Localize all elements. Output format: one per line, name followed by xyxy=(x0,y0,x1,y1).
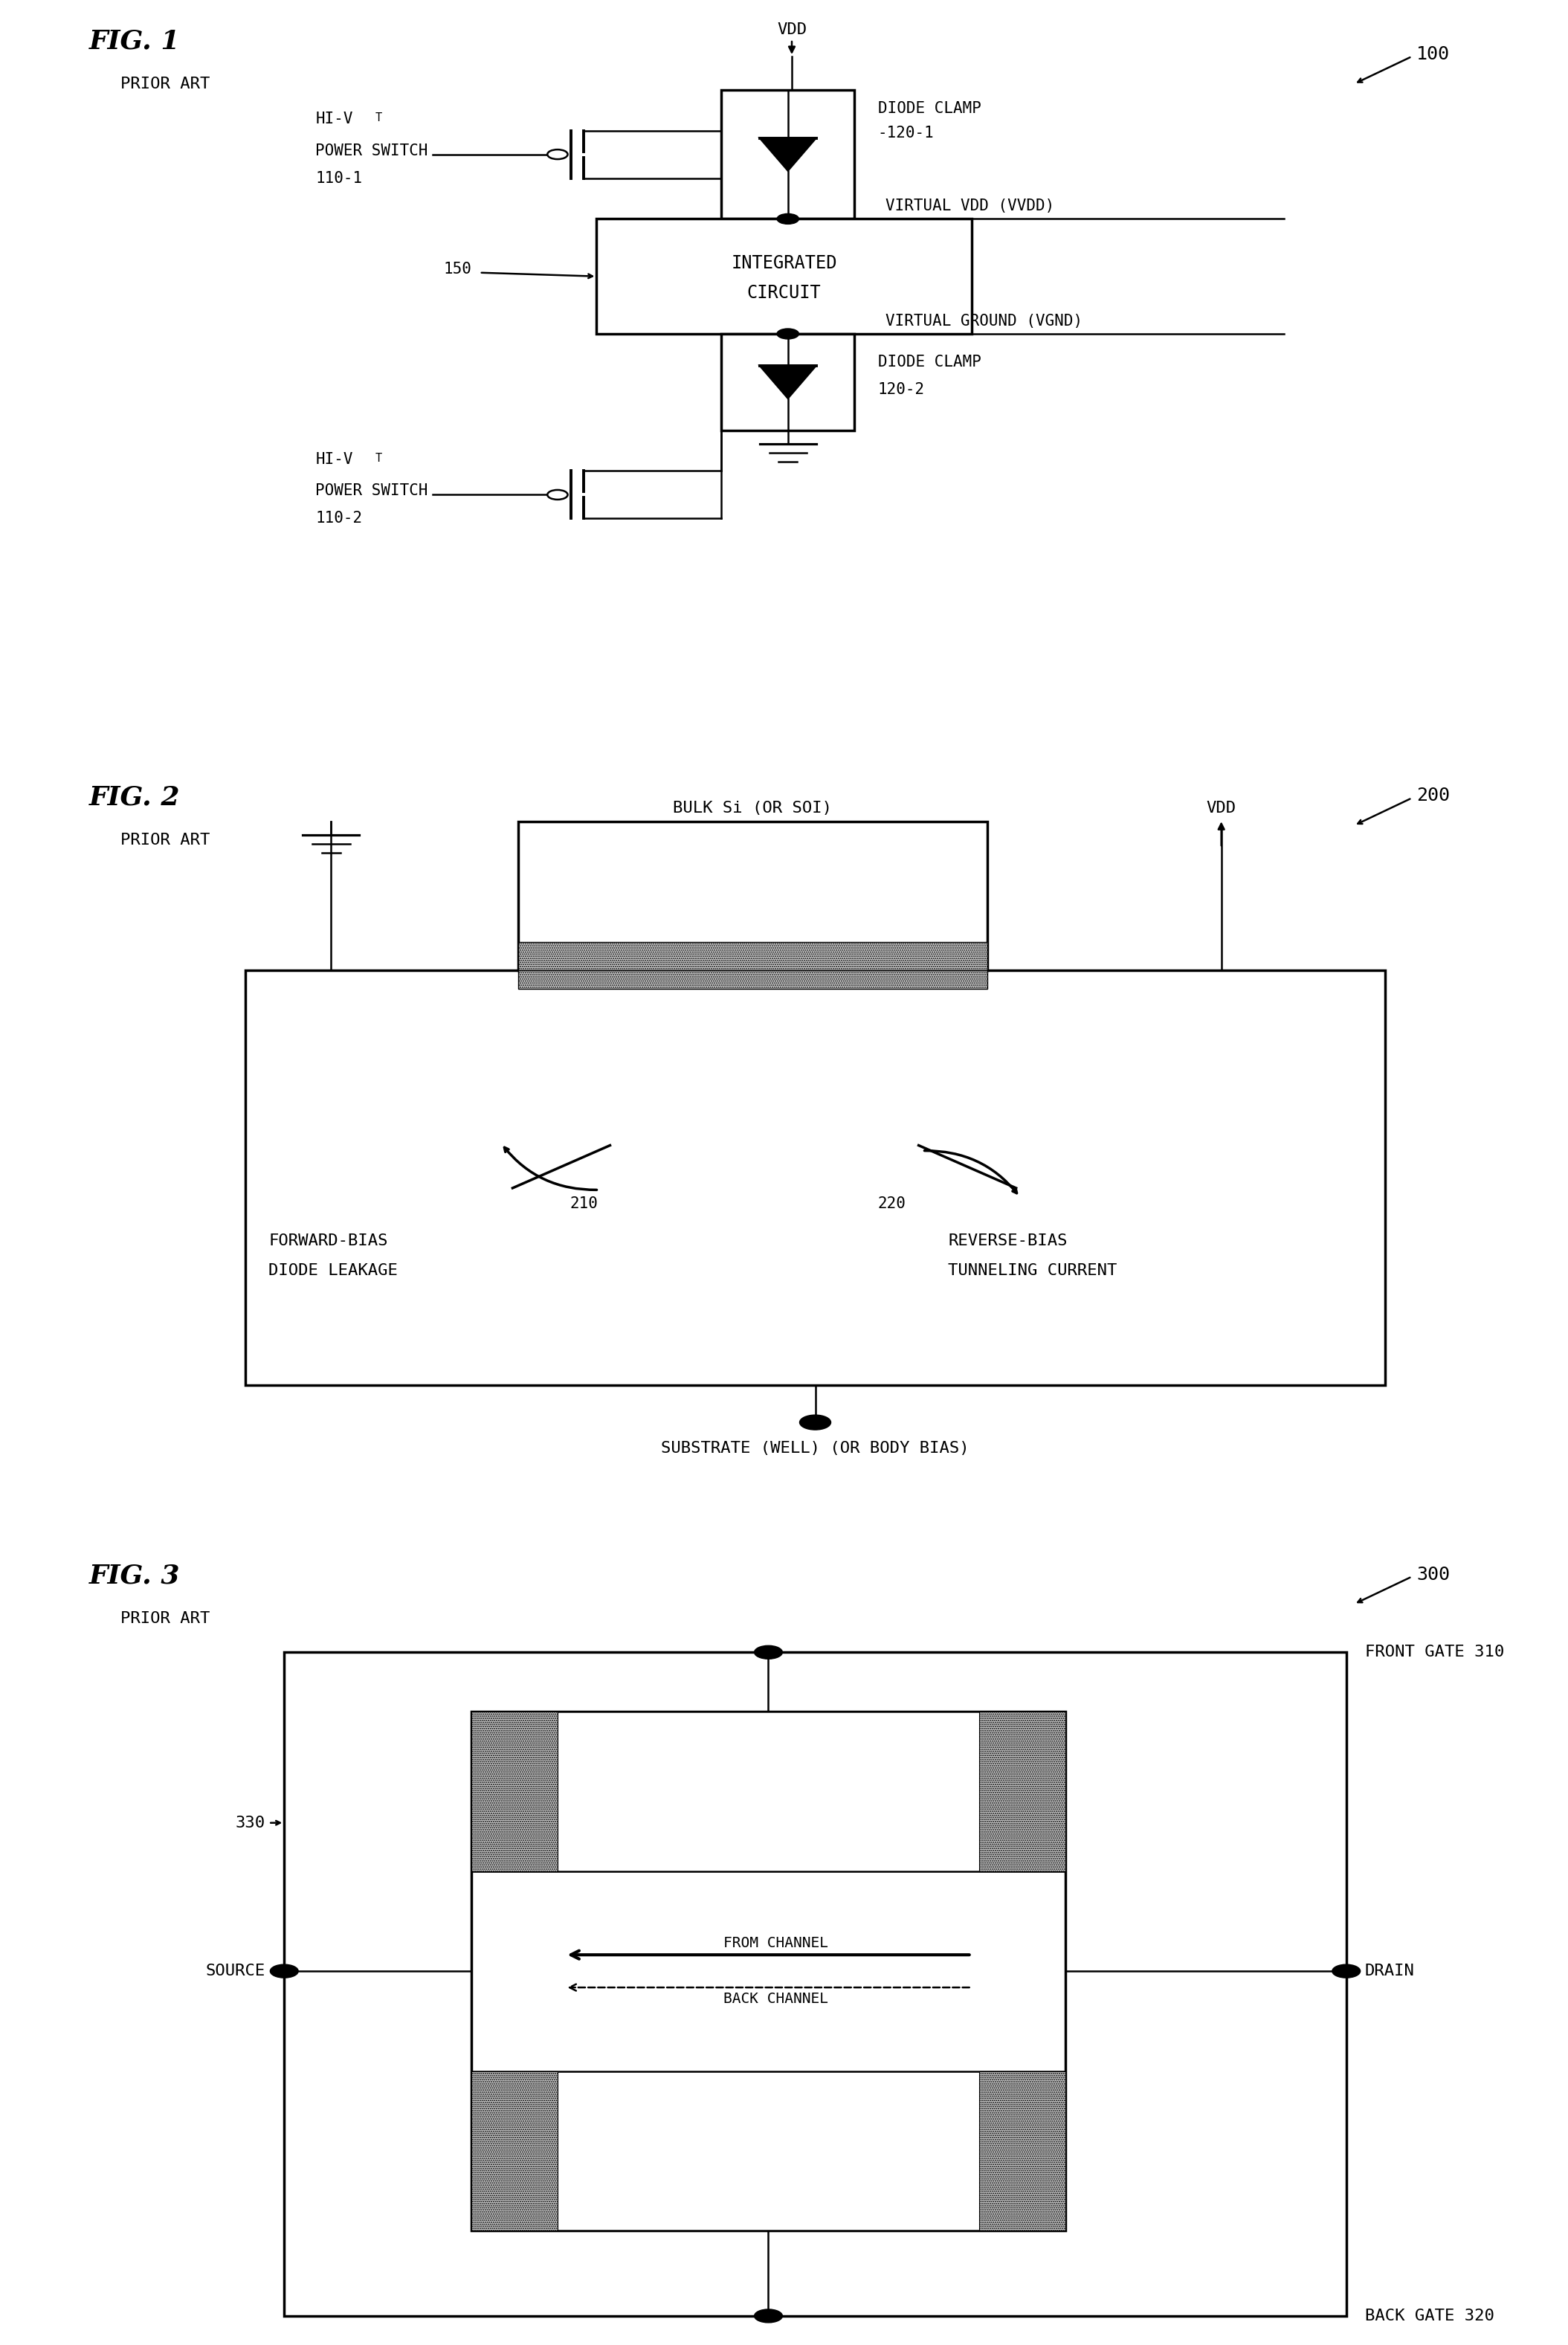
Text: SOURCE: SOURCE xyxy=(205,1963,265,1979)
Text: DRAIN: DRAIN xyxy=(1366,1963,1414,1979)
Text: BACK CHANNEL: BACK CHANNEL xyxy=(724,1991,828,2005)
Text: FRONT GATE 310: FRONT GATE 310 xyxy=(1366,1644,1504,1660)
Text: PRIOR ART: PRIOR ART xyxy=(121,1611,210,1627)
Circle shape xyxy=(547,150,568,159)
Text: FIG. 1: FIG. 1 xyxy=(89,28,180,54)
Text: FROM CHANNEL: FROM CHANNEL xyxy=(724,1937,828,1951)
Text: DIODE LEAKAGE: DIODE LEAKAGE xyxy=(268,1264,398,1278)
Bar xyxy=(284,1653,1347,2317)
Circle shape xyxy=(754,2310,782,2322)
Bar xyxy=(519,943,986,971)
Text: 110-2: 110-2 xyxy=(315,511,362,525)
Circle shape xyxy=(778,328,798,340)
Bar xyxy=(472,1712,558,1871)
Text: 300: 300 xyxy=(1416,1566,1450,1583)
Text: VDD: VDD xyxy=(1206,802,1236,816)
Text: 100: 100 xyxy=(1416,45,1450,63)
Text: POWER SWITCH: POWER SWITCH xyxy=(315,143,428,157)
Text: INTEGRATED: INTEGRATED xyxy=(731,253,837,272)
Polygon shape xyxy=(760,366,815,399)
Text: n+ POLY: n+ POLY xyxy=(731,1782,806,1801)
Text: 330: 330 xyxy=(235,1815,265,1829)
Circle shape xyxy=(547,490,568,499)
Text: 210: 210 xyxy=(571,1196,599,1210)
Circle shape xyxy=(778,213,798,225)
Bar xyxy=(721,89,855,218)
Circle shape xyxy=(754,1646,782,1658)
Text: PRIOR ART: PRIOR ART xyxy=(121,77,210,91)
Text: 110-1: 110-1 xyxy=(315,171,362,185)
Text: 120-2: 120-2 xyxy=(878,382,925,396)
Text: 200: 200 xyxy=(1416,788,1450,804)
Bar xyxy=(519,821,986,971)
Bar xyxy=(472,1712,1065,1871)
Circle shape xyxy=(1333,1965,1361,1977)
Text: T: T xyxy=(375,113,381,124)
Text: BULK Si (OR SOI): BULK Si (OR SOI) xyxy=(673,802,833,816)
Text: TUNNELING CURRENT: TUNNELING CURRENT xyxy=(949,1264,1116,1278)
Text: SUBSTRATE (WELL) (OR BODY BIAS): SUBSTRATE (WELL) (OR BODY BIAS) xyxy=(662,1440,969,1456)
Text: T: T xyxy=(375,453,381,464)
Text: BACK GATE 320: BACK GATE 320 xyxy=(1366,2307,1494,2324)
Bar xyxy=(596,218,972,333)
Polygon shape xyxy=(760,138,815,171)
Text: VDD: VDD xyxy=(776,23,806,38)
Bar xyxy=(472,2071,1065,2230)
Bar xyxy=(721,333,855,429)
Text: PRIOR ART: PRIOR ART xyxy=(121,832,210,849)
Text: FIG. 2: FIG. 2 xyxy=(89,786,180,809)
Text: p+ POLY: p+ POLY xyxy=(731,2141,806,2160)
Bar xyxy=(245,971,1385,1386)
Text: REVERSE-BIAS: REVERSE-BIAS xyxy=(949,1233,1068,1248)
Text: VIRTUAL GROUND (VGND): VIRTUAL GROUND (VGND) xyxy=(886,314,1082,328)
Text: CIRCUIT: CIRCUIT xyxy=(746,284,822,303)
Circle shape xyxy=(800,1414,831,1430)
Bar xyxy=(980,1712,1065,1871)
Text: 150: 150 xyxy=(444,263,472,277)
Text: HI-V: HI-V xyxy=(315,110,353,127)
Bar xyxy=(472,1712,1065,2230)
Text: DIODE CLAMP: DIODE CLAMP xyxy=(878,101,982,115)
Bar xyxy=(980,2071,1065,2230)
Text: FORWARD-BIAS: FORWARD-BIAS xyxy=(268,1233,387,1248)
Text: FIG. 3: FIG. 3 xyxy=(89,1564,180,1588)
Circle shape xyxy=(270,1965,298,1977)
Bar xyxy=(519,971,986,990)
Text: 220: 220 xyxy=(878,1196,906,1210)
Text: -120-1: -120-1 xyxy=(878,124,935,141)
Text: DIODE CLAMP: DIODE CLAMP xyxy=(878,354,982,371)
Text: VIRTUAL VDD (VVDD): VIRTUAL VDD (VVDD) xyxy=(886,199,1054,213)
Text: HI-V: HI-V xyxy=(315,453,353,467)
Text: POWER SWITCH: POWER SWITCH xyxy=(315,483,428,499)
Bar xyxy=(472,2071,558,2230)
